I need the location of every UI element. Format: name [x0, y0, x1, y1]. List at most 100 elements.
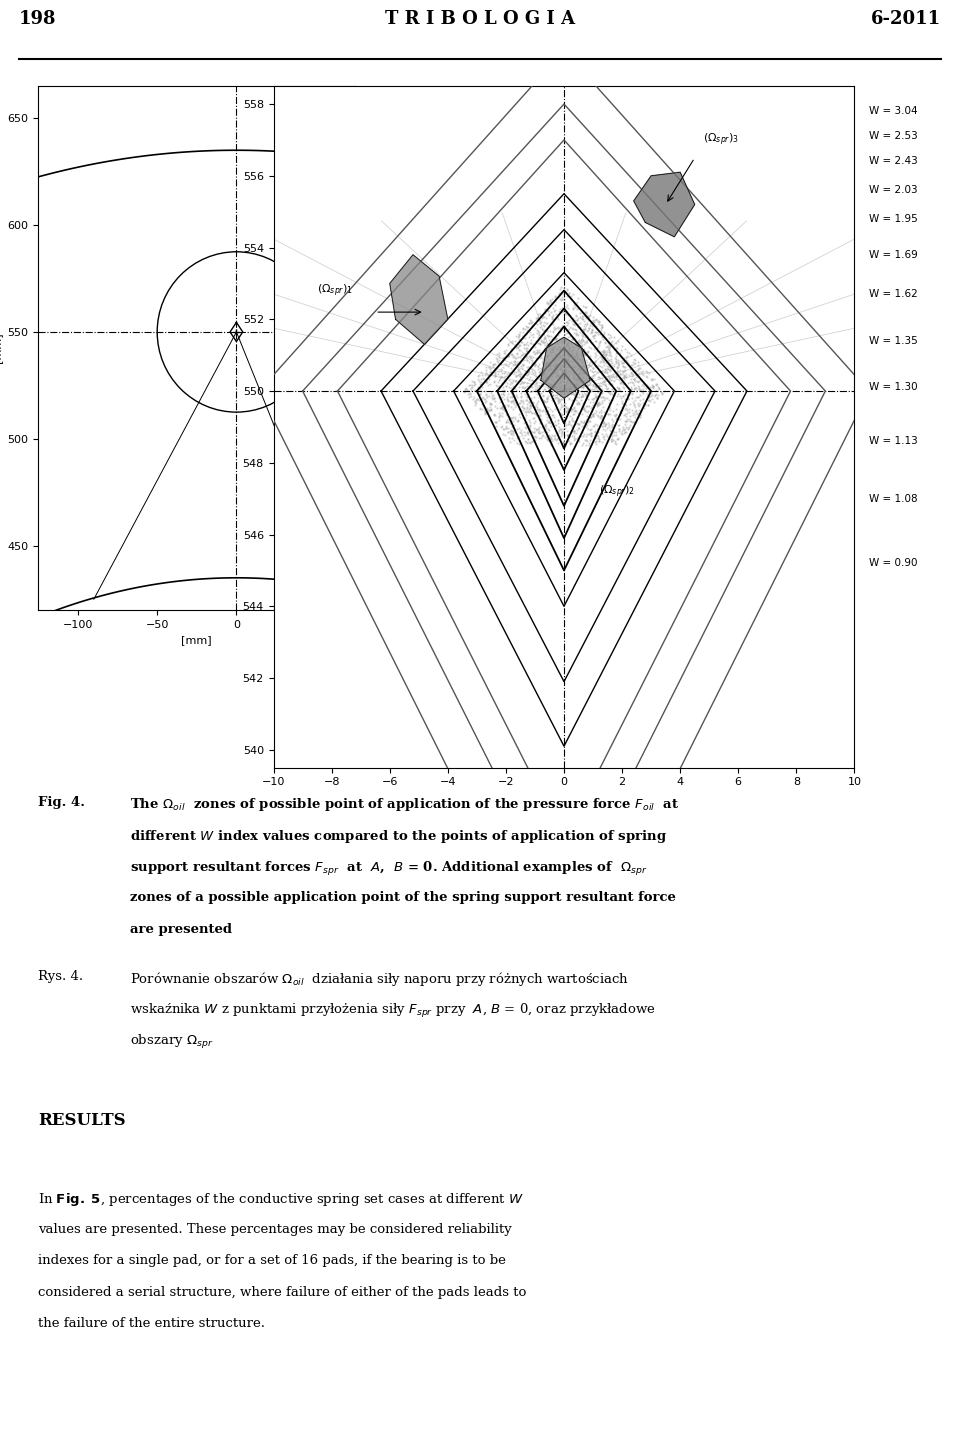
Point [547, 286, 563, 309]
Point [573, 334, 588, 357]
Point [527, 343, 542, 366]
Point [632, 362, 647, 385]
Point [574, 344, 589, 367]
Point [630, 370, 645, 393]
Point [540, 405, 556, 428]
Point [597, 331, 612, 354]
Point [588, 382, 603, 405]
Point [492, 405, 508, 428]
Point [573, 343, 588, 366]
Point [606, 334, 621, 357]
Point [528, 342, 543, 364]
Point [572, 392, 588, 415]
Point [514, 422, 529, 445]
Point [597, 418, 612, 441]
Point [556, 329, 571, 352]
Point [475, 393, 491, 416]
Point [502, 362, 517, 385]
Point [551, 389, 566, 412]
Point [529, 306, 544, 329]
Point [628, 389, 643, 412]
Point [617, 350, 633, 373]
Point [478, 359, 493, 382]
Point [633, 383, 648, 406]
Point [496, 399, 512, 422]
Point [458, 377, 473, 400]
Point [610, 360, 625, 383]
Point [584, 367, 599, 390]
Point [520, 360, 536, 383]
Point [498, 346, 514, 369]
Point [512, 420, 527, 443]
Point [519, 415, 535, 438]
Point [523, 331, 539, 354]
Point [539, 405, 554, 428]
Text: W = 3.04: W = 3.04 [869, 106, 918, 116]
Point [605, 380, 620, 403]
Point [607, 413, 622, 436]
Point [516, 366, 531, 389]
Point [598, 344, 613, 367]
Point [502, 405, 517, 428]
Point [611, 413, 626, 436]
Point [589, 413, 605, 436]
Point [589, 360, 605, 383]
Point [544, 429, 560, 452]
Point [494, 396, 510, 419]
Point [543, 433, 559, 456]
Point [534, 387, 549, 410]
Point [557, 360, 572, 383]
Point [514, 372, 529, 395]
Point [596, 354, 612, 377]
Point [479, 397, 494, 420]
Text: W = 2.53: W = 2.53 [869, 132, 918, 141]
Point [521, 409, 537, 432]
Point [519, 349, 535, 372]
Point [567, 330, 583, 353]
Point [490, 372, 505, 395]
Point [589, 393, 605, 416]
Point [614, 396, 630, 419]
Point [567, 319, 583, 342]
Point [522, 373, 538, 396]
Point [559, 370, 574, 393]
Point [536, 363, 551, 386]
Point [592, 331, 608, 354]
Point [567, 331, 583, 354]
Point [539, 400, 554, 423]
Point [564, 317, 580, 340]
Point [594, 389, 610, 412]
Point [601, 392, 616, 415]
Point [593, 360, 609, 383]
Point [627, 367, 642, 390]
Point [561, 397, 576, 420]
Point [569, 366, 585, 389]
Point [558, 392, 573, 415]
Point [618, 366, 634, 389]
Point [497, 369, 513, 392]
Point [584, 314, 599, 337]
Point [612, 369, 627, 392]
Point [571, 362, 587, 385]
Point [612, 413, 627, 436]
Point [617, 392, 633, 415]
Point [508, 360, 523, 383]
Point [540, 344, 555, 367]
Point [527, 360, 542, 383]
Point [572, 359, 588, 382]
Point [487, 403, 502, 426]
Point [574, 304, 589, 327]
Point [595, 373, 611, 396]
Point [598, 343, 613, 366]
Point [537, 298, 552, 321]
Point [520, 357, 536, 380]
Point [504, 385, 519, 408]
Point [589, 393, 605, 416]
Point [564, 432, 579, 455]
Point [496, 362, 512, 385]
Point [581, 409, 596, 432]
Point [585, 356, 600, 379]
Point [540, 373, 555, 396]
Point [568, 304, 584, 327]
Point [542, 379, 558, 402]
